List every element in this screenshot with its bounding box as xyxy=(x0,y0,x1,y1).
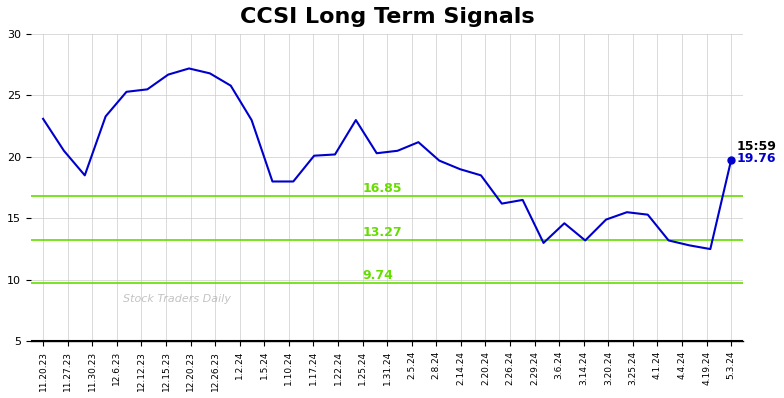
Text: 16.85: 16.85 xyxy=(362,182,402,195)
Text: 15:59: 15:59 xyxy=(736,140,776,153)
Text: Stock Traders Daily: Stock Traders Daily xyxy=(123,295,231,304)
Title: CCSI Long Term Signals: CCSI Long Term Signals xyxy=(240,7,535,27)
Text: 19.76: 19.76 xyxy=(736,152,775,165)
Text: 13.27: 13.27 xyxy=(362,226,402,239)
Text: 9.74: 9.74 xyxy=(362,269,394,282)
